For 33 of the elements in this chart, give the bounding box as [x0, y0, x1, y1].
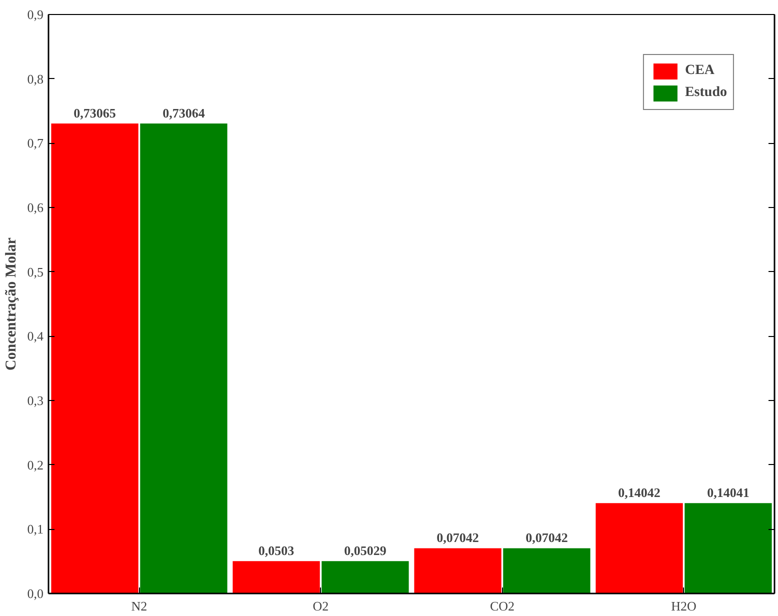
data-label: 0,73064	[162, 105, 206, 120]
bar	[51, 123, 138, 594]
data-label: 0,05029	[344, 543, 387, 558]
y-axis-title: Concentração Molar	[3, 237, 20, 370]
y-tick-label: 0,2	[27, 457, 44, 472]
bar	[322, 561, 409, 594]
legend-label: Estudo	[684, 85, 727, 101]
bar	[596, 503, 683, 594]
data-label: 0,07042	[436, 530, 479, 546]
y-tick-label: 0,9	[27, 7, 44, 22]
data-label: 0,07042	[526, 530, 568, 546]
y-tick-label: 0,0	[27, 586, 44, 601]
bar	[503, 548, 590, 594]
y-tick-label: 0,8	[27, 71, 44, 86]
x-tick-label: O2	[312, 598, 329, 614]
y-tick-label: 0,6	[27, 200, 44, 215]
x-tick-label: H2O	[671, 598, 696, 614]
y-tick-label: 0,3	[27, 393, 44, 408]
y-tick-label: 0,7	[27, 136, 44, 151]
x-tick-label: CO2	[490, 598, 515, 614]
bar	[232, 561, 320, 594]
data-label: 0,14041	[707, 485, 750, 500]
data-label: 0,73065	[74, 105, 116, 120]
bar	[140, 123, 228, 594]
y-tick-label: 0,1	[27, 522, 44, 537]
y-tick-label: 0,4	[27, 328, 44, 344]
legend-label: CEA	[684, 63, 715, 79]
y-tick-label: 0,5	[27, 264, 44, 280]
data-label: 0,0503	[258, 543, 295, 558]
data-label: 0,14042	[618, 485, 660, 500]
x-tick-label: N2	[131, 598, 148, 614]
bar	[684, 503, 772, 594]
bar	[414, 548, 502, 594]
